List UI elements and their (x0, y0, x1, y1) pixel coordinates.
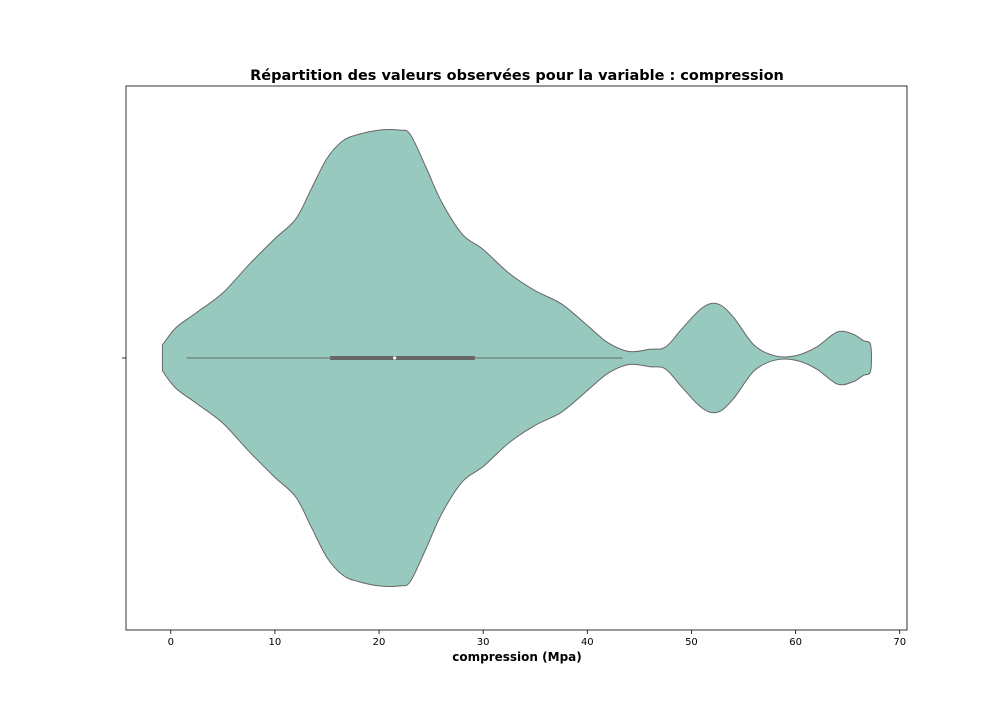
x-tick-label: 10 (269, 637, 282, 648)
x-tick-label: 0 (168, 637, 174, 648)
x-tick-label: 70 (893, 637, 906, 648)
iqr-box (330, 356, 475, 360)
median-point (393, 356, 397, 360)
chart-title: Répartition des valeurs observées pour l… (250, 68, 784, 84)
x-tick-label: 20 (373, 637, 386, 648)
x-tick-label: 50 (685, 637, 698, 648)
x-axis-label: compression (Mpa) (452, 650, 581, 664)
x-tick-label: 40 (581, 637, 594, 648)
box-layer (186, 356, 623, 360)
x-tick-label: 30 (477, 637, 490, 648)
x-axis: 0 10 20 30 40 50 60 70 (168, 630, 906, 648)
x-tick-label: 60 (789, 637, 802, 648)
